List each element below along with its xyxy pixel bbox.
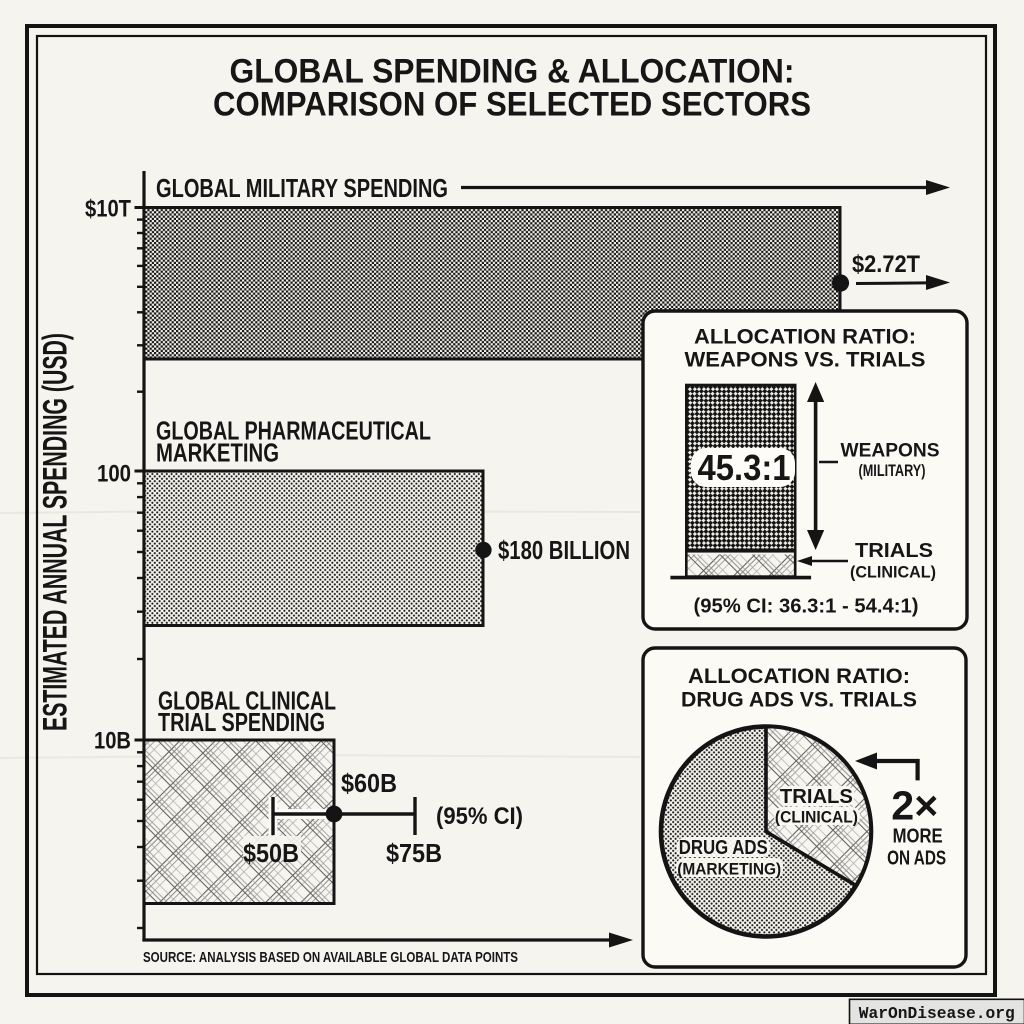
svg-text:(CLINICAL): (CLINICAL) [775,808,858,827]
svg-text:(MARKETING): (MARKETING) [677,860,781,879]
svg-text:TRIAL SPENDING: TRIAL SPENDING [158,707,325,737]
svg-text:(95% CI): (95% CI) [436,803,523,830]
svg-text:10B: 10B [94,728,131,755]
svg-text:$75B: $75B [386,838,442,868]
svg-text:MORE: MORE [893,826,943,848]
svg-text:SOURCE: ANALYSIS BASED ON AVAI: SOURCE: ANALYSIS BASED ON AVAILABLE GLOB… [143,949,518,966]
svg-text:100: 100 [97,461,131,488]
svg-text:WEAPONS: WEAPONS [841,441,940,462]
svg-text:GLOBAL MILITARY SPENDING: GLOBAL MILITARY SPENDING [156,173,448,203]
svg-text:$60B: $60B [341,768,397,798]
svg-text:(MILITARY): (MILITARY) [859,461,926,480]
svg-text:(95% CI: 36.3:1 - 54.4:1): (95% CI: 36.3:1 - 54.4:1) [694,596,919,618]
svg-text:DRUG ADS: DRUG ADS [679,837,768,859]
svg-text:TRIALS: TRIALS [855,540,933,562]
svg-text:ESTIMATED ANNUAL SPENDING (USD: ESTIMATED ANNUAL SPENDING (USD) [37,333,75,731]
svg-text:ON ADS: ON ADS [887,848,946,870]
svg-text:ALLOCATION RATIO:: ALLOCATION RATIO: [694,326,916,349]
svg-text:DRUG ADS VS. TRIALS: DRUG ADS VS. TRIALS [681,689,917,712]
svg-text:$10T: $10T [85,196,131,223]
svg-text:45.3:1: 45.3:1 [698,447,791,488]
svg-text:2×: 2× [891,783,938,829]
svg-text:ALLOCATION RATIO:: ALLOCATION RATIO: [688,665,910,688]
svg-text:COMPARISON OF SELECTED SECTORS: COMPARISON OF SELECTED SECTORS [213,86,811,124]
svg-text:TRIALS: TRIALS [780,786,853,808]
svg-text:WarOnDisease.org: WarOnDisease.org [859,1004,1015,1023]
svg-text:(CLINICAL): (CLINICAL) [850,563,936,582]
svg-text:$180 BILLION: $180 BILLION [498,535,630,565]
svg-text:GLOBAL CLINICAL: GLOBAL CLINICAL [158,686,336,716]
svg-text:WEAPONS VS. TRIALS: WEAPONS VS. TRIALS [685,349,926,372]
svg-text:GLOBAL SPENDING & ALLOCATION:: GLOBAL SPENDING & ALLOCATION: [230,53,795,91]
svg-text:GLOBAL PHARMACEUTICAL: GLOBAL PHARMACEUTICAL [156,416,431,446]
svg-text:$50B: $50B [243,838,299,868]
svg-text:$2.72T: $2.72T [852,251,920,278]
svg-text:MARKETING: MARKETING [156,438,279,468]
